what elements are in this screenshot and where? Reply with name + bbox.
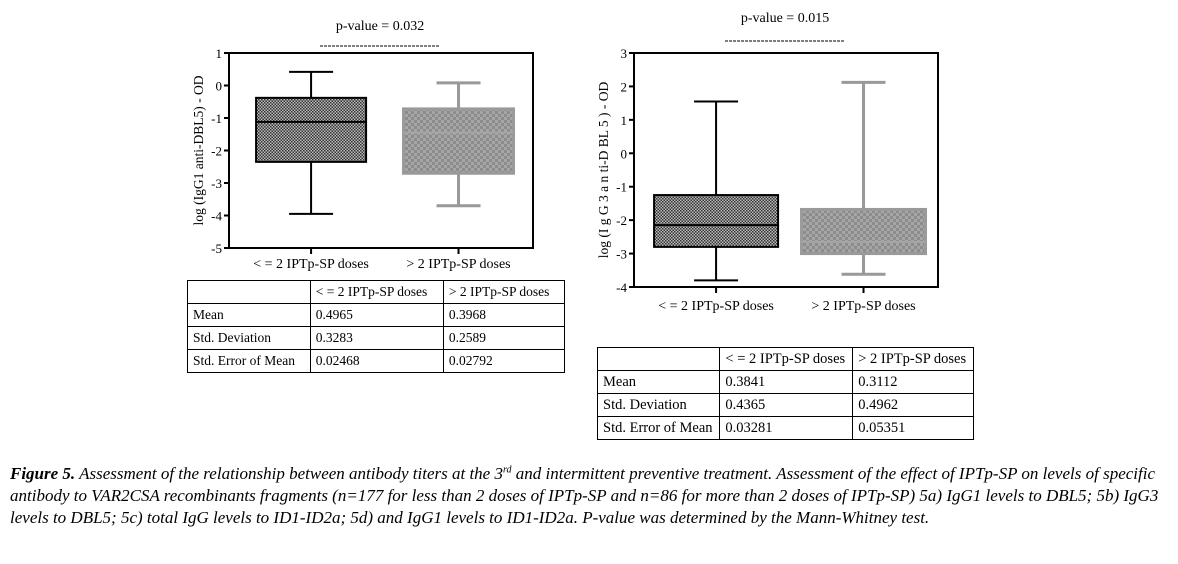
- y-tick-label: -4: [616, 280, 627, 295]
- table-cell: 0.3112: [852, 370, 974, 394]
- box-1: [800, 207, 928, 256]
- table-row: Mean 0.3841 0.3112: [596, 370, 974, 394]
- table-cell: 0.3841: [719, 370, 854, 394]
- table-cell: 0.03281: [719, 416, 854, 440]
- figure-caption: Figure 5. Assessment of the relationship…: [10, 463, 1170, 529]
- chart-igg1-dbl5: p-value = 0.032 1 0 -1 -2 -3 -4 -5 log (IgG1 ant…: [191, 19, 534, 272]
- table-cell: 0.4965: [309, 303, 444, 327]
- box-0: [255, 96, 368, 163]
- table-cell: Std. Error of Mean: [596, 416, 721, 440]
- y-tick-label: -2: [616, 213, 627, 228]
- x-tick-label: < = 2 IPTp-SP doses: [253, 257, 369, 272]
- x-tick-label: < = 2 IPTp-SP doses: [658, 299, 774, 314]
- y-tick-label: 2: [621, 79, 628, 94]
- x-tick-label: > 2 IPTp-SP doses: [406, 257, 510, 272]
- table-cell: 0.3968: [442, 303, 566, 327]
- table-cell: 0.4962: [852, 393, 974, 417]
- table-header-row: < = 2 IPTp-SP doses > 2 IPTp-SP doses: [596, 347, 974, 371]
- y-tick-label: 1: [621, 113, 628, 128]
- table-row: Std. Deviation 0.3283 0.2589: [187, 326, 566, 350]
- table-header-row: < = 2 IPTp-SP doses > 2 IPTp-SP doses: [187, 280, 566, 304]
- chart-igg3-dbl5: p-value = 0.015 3 2 1 0 -1 -2 -3 -4 log (I g G 3 …: [596, 11, 939, 314]
- stats-table-igg3: < = 2 IPTp-SP doses > 2 IPTp-SP doses Mean…: [596, 347, 974, 440]
- table-row: Std. Deviation 0.4365 0.4962: [596, 393, 974, 417]
- box-1: [402, 107, 516, 175]
- y-tick-label: -5: [211, 241, 222, 256]
- table-cell: 0.4365: [719, 393, 854, 417]
- y-axis-label: log (I g G 3 a n ti-D BL 5 ) - OD: [596, 82, 611, 259]
- y-tick-label: 0: [621, 146, 628, 161]
- plot-frame: [633, 52, 939, 288]
- table-cell: 0.2589: [442, 326, 566, 350]
- stats-table-igg1: < = 2 IPTp-SP doses > 2 IPTp-SP doses Mean…: [187, 280, 566, 373]
- caption-sup: rd: [502, 464, 512, 476]
- table-row: Mean 0.4965 0.3968: [187, 303, 566, 327]
- y-tick-label: -1: [616, 180, 627, 195]
- x-tick-label: > 2 IPTp-SP doses: [811, 299, 915, 314]
- table-header-cell: > 2 IPTp-SP doses: [442, 280, 566, 304]
- caption-text-1: Assessment of the relationship between a…: [75, 464, 503, 483]
- y-tick-label: -2: [211, 144, 222, 159]
- table-cell: 0.02468: [309, 349, 444, 373]
- y-tick-label: 3: [621, 46, 628, 61]
- table-cell: Mean: [187, 303, 311, 327]
- y-axis-label: log (IgG1 anti-DBL5) - OD: [191, 75, 206, 225]
- table-header-cell: [596, 347, 721, 371]
- y-tick-label: -3: [211, 176, 222, 191]
- table-header-cell: > 2 IPTp-SP doses: [852, 347, 974, 371]
- table-cell: 0.3283: [309, 326, 444, 350]
- table-header-cell: < = 2 IPTp-SP doses: [309, 280, 444, 304]
- table-cell: Mean: [596, 370, 721, 394]
- table-cell: 0.02792: [442, 349, 566, 373]
- table-cell: Std. Deviation: [187, 326, 311, 350]
- table-row: Std. Error of Mean 0.02468 0.02792: [187, 349, 566, 373]
- y-tick-label: -1: [211, 111, 222, 126]
- table-cell: Std. Error of Mean: [187, 349, 311, 373]
- y-tick-label: 1: [216, 46, 223, 61]
- box-0: [653, 194, 780, 248]
- chart-title: p-value = 0.015: [741, 11, 829, 26]
- table-header-cell: [187, 280, 311, 304]
- table-header-cell: < = 2 IPTp-SP doses: [719, 347, 854, 371]
- y-tick-label: -4: [211, 209, 222, 224]
- caption-text-2: and intermittent preventive treatment. A…: [10, 464, 1159, 527]
- table-cell: 0.05351: [852, 416, 974, 440]
- y-tick-label: -3: [616, 247, 627, 262]
- chart-title: p-value = 0.032: [336, 19, 424, 34]
- table-cell: Std. Deviation: [596, 393, 721, 417]
- y-tick-label: 0: [216, 79, 223, 94]
- caption-label: Figure 5.: [10, 464, 76, 483]
- table-row: Std. Error of Mean 0.03281 0.05351: [596, 416, 974, 440]
